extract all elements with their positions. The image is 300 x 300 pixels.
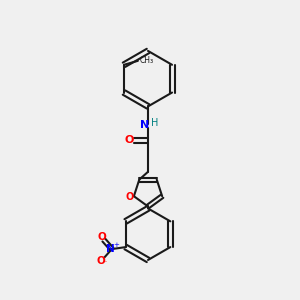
- Text: O: O: [97, 256, 105, 266]
- Text: O: O: [98, 232, 106, 242]
- Text: O: O: [124, 135, 134, 145]
- Text: H: H: [151, 118, 159, 128]
- Text: +: +: [113, 242, 119, 248]
- Text: ⁻: ⁻: [103, 258, 107, 267]
- Text: N: N: [106, 244, 115, 254]
- Text: N: N: [140, 120, 150, 130]
- Text: CH₃: CH₃: [140, 56, 154, 65]
- Text: O: O: [126, 192, 134, 202]
